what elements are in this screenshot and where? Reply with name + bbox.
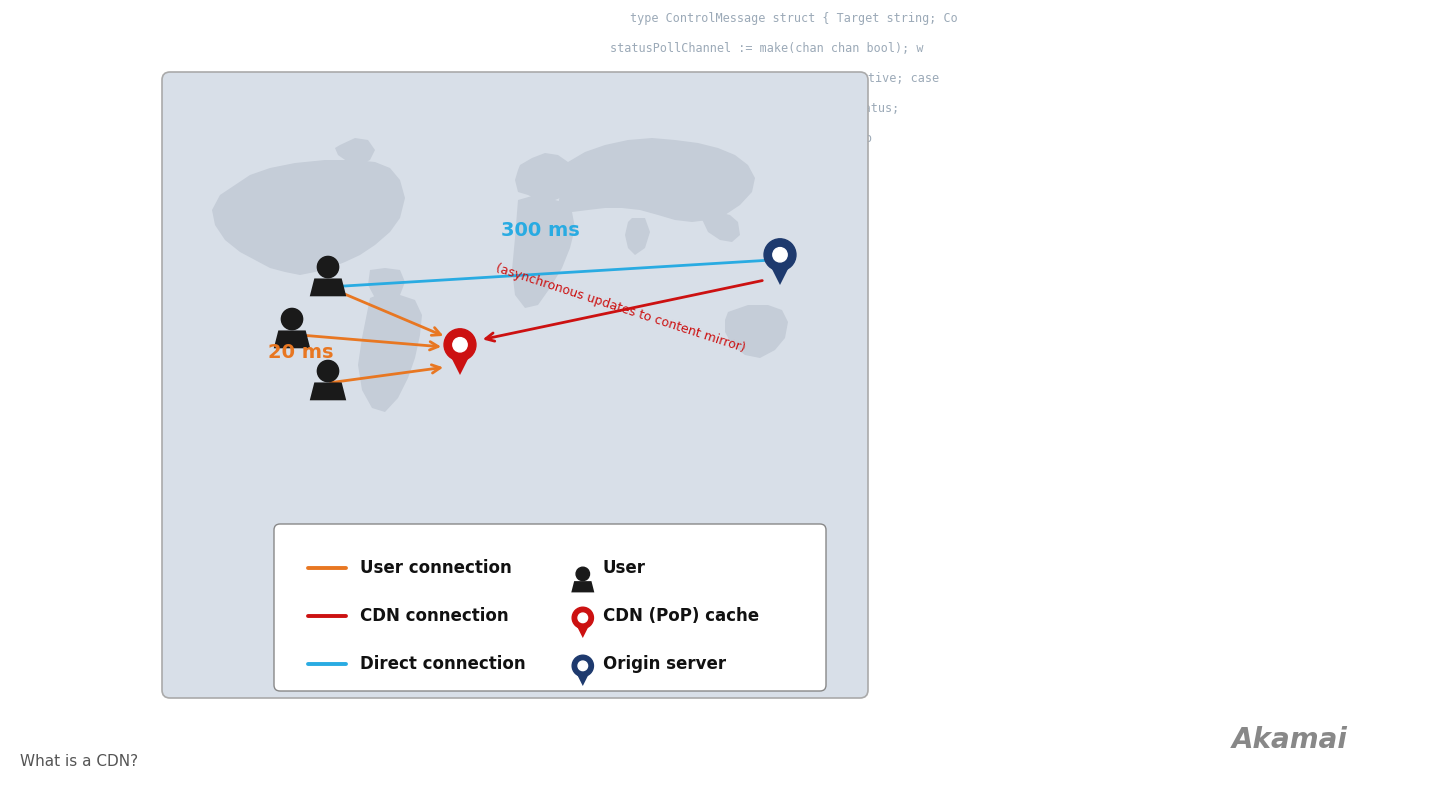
Polygon shape bbox=[274, 330, 310, 348]
Circle shape bbox=[317, 360, 338, 382]
Text: Akamai: Akamai bbox=[1233, 726, 1348, 754]
Circle shape bbox=[444, 329, 477, 360]
Polygon shape bbox=[336, 138, 374, 165]
Circle shape bbox=[317, 257, 338, 278]
Polygon shape bbox=[700, 212, 740, 242]
Circle shape bbox=[452, 338, 467, 352]
FancyBboxPatch shape bbox=[274, 524, 827, 691]
Polygon shape bbox=[559, 138, 755, 222]
Text: 20 ms: 20 ms bbox=[268, 343, 334, 363]
Text: reqChan: reqChan bbox=[625, 522, 675, 535]
Polygon shape bbox=[516, 153, 572, 202]
Polygon shape bbox=[724, 305, 788, 358]
Text: User connection: User connection bbox=[360, 559, 511, 577]
Circle shape bbox=[281, 309, 302, 330]
Polygon shape bbox=[576, 623, 590, 638]
Polygon shape bbox=[310, 382, 346, 400]
Text: result { fmt.Fprint(w, "ACTIVE": result { fmt.Fprint(w, "ACTIVE" bbox=[585, 252, 806, 265]
FancyBboxPatch shape bbox=[161, 72, 868, 698]
Text: 300 ms: 300 ms bbox=[501, 220, 579, 240]
Text: workerActive: case msg := s: workerActive: case msg := s bbox=[600, 372, 792, 385]
Text: CDN (PoP) cache: CDN (PoP) cache bbox=[603, 607, 759, 625]
Text: Direct connection: Direct connection bbox=[360, 655, 526, 673]
Text: Control message issued for Ta: Control message issued for Ta bbox=[575, 192, 782, 205]
Circle shape bbox=[572, 608, 593, 629]
Text: What is a CDN?: What is a CDN? bbox=[20, 754, 138, 769]
Polygon shape bbox=[513, 196, 575, 308]
Polygon shape bbox=[359, 292, 422, 412]
Text: responseWriter, r *http.Request) { hostTo: responseWriter, r *http.Request) { hostT… bbox=[580, 132, 873, 145]
Polygon shape bbox=[212, 160, 405, 275]
Text: chan bool); workerAct: chan bool); workerAct bbox=[590, 342, 740, 355]
Text: statusPollChannel := make(chan chan bool); w: statusPollChannel := make(chan chan bool… bbox=[611, 42, 923, 55]
Circle shape bbox=[773, 248, 788, 262]
Polygon shape bbox=[625, 218, 649, 255]
Polygon shape bbox=[576, 671, 590, 686]
Text: ListenAndServe(':1337', nil)); };pa: ListenAndServe(':1337', nil)); };pa bbox=[575, 282, 824, 295]
Circle shape bbox=[765, 239, 796, 271]
Polygon shape bbox=[572, 581, 595, 592]
Text: type ControlMessage struct { Target string; Co: type ControlMessage struct { Target stri… bbox=[631, 12, 958, 25]
Text: statusPollChannel: respChan <- workerActive; case: statusPollChannel: respChan <- workerAct… bbox=[590, 72, 939, 85]
Text: { hostTokens: { hostTokens bbox=[611, 432, 696, 445]
Polygon shape bbox=[369, 268, 405, 302]
Polygon shape bbox=[769, 262, 791, 285]
Text: r *http.Request) { reqChan: r *http.Request) { reqChan bbox=[580, 222, 765, 235]
Text: User: User bbox=[603, 559, 645, 577]
Text: nil): func admin(: nil): func admin( bbox=[605, 402, 726, 415]
Text: Origin server: Origin server bbox=[603, 655, 726, 673]
Text: Count int64; }: func ma: Count int64; }: func ma bbox=[585, 312, 749, 325]
Polygon shape bbox=[449, 352, 471, 375]
Text: if err != nil { fmt.Fprintf(w,: if err != nil { fmt.Fprintf(w, bbox=[580, 162, 793, 175]
Circle shape bbox=[577, 661, 588, 671]
Text: mes issued for Ta: mes issued for Ta bbox=[621, 492, 742, 505]
Polygon shape bbox=[310, 279, 346, 296]
Text: CDN connection: CDN connection bbox=[360, 607, 508, 625]
Circle shape bbox=[576, 567, 589, 581]
Circle shape bbox=[572, 655, 593, 676]
Text: (asynchronous updates to content mirror): (asynchronous updates to content mirror) bbox=[494, 262, 746, 355]
Text: workerCompleteChan: workerActive = status;: workerCompleteChan: workerActive = statu… bbox=[600, 102, 899, 115]
Text: fmt.Fprintf(w: fmt.Fprintf(w bbox=[618, 462, 710, 475]
Circle shape bbox=[577, 613, 588, 623]
